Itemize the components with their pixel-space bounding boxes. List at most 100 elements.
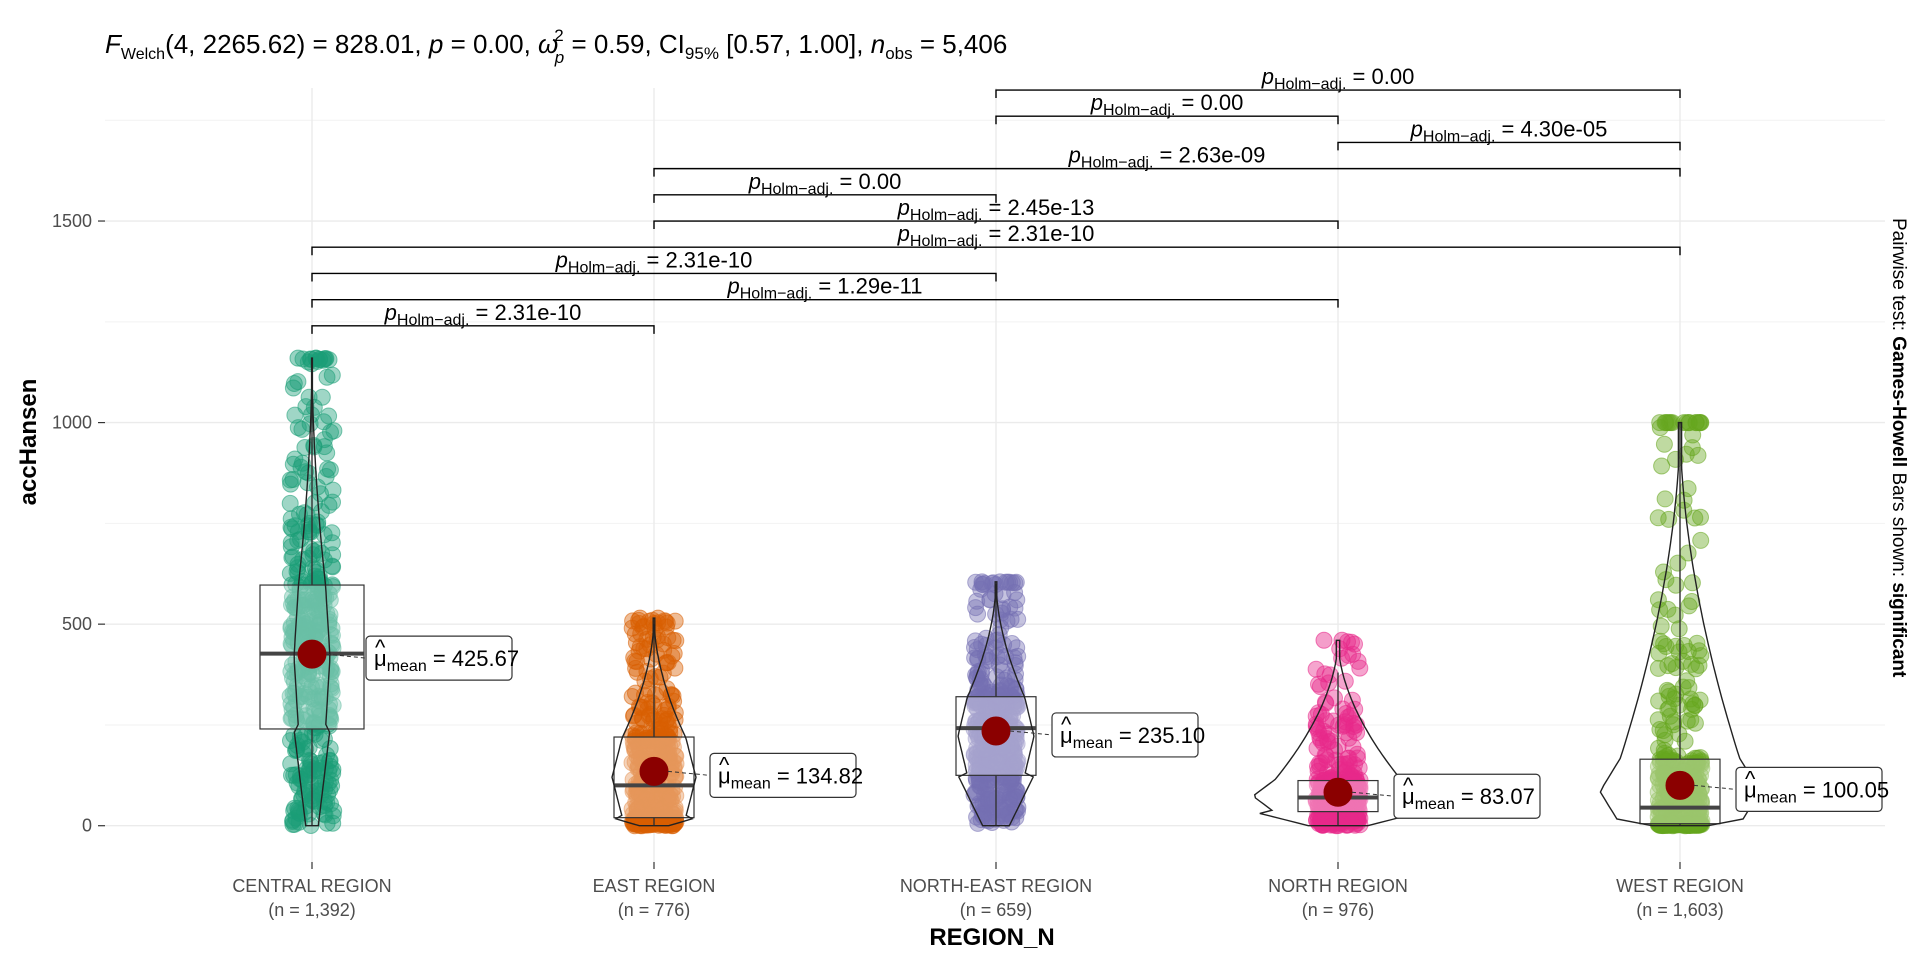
- bracket-label: pHolm−adj. = 0.00: [1090, 90, 1244, 119]
- mean-label-box: [1393, 773, 1541, 819]
- data-point: [627, 634, 645, 652]
- data-point: [282, 475, 300, 493]
- data-point: [1654, 722, 1672, 740]
- data-point: [324, 558, 342, 576]
- group-west-region: μmean = 100.05^: [1599, 414, 1889, 835]
- side-caption: Pairwise test: Games-Howell Bars shown: …: [1888, 218, 1909, 678]
- x-category-label: WEST REGION: [1616, 876, 1744, 896]
- data-point: [292, 458, 310, 476]
- x-category-count: (n = 976): [1302, 900, 1375, 920]
- data-point: [282, 538, 300, 556]
- data-point: [658, 745, 676, 763]
- data-point: [324, 493, 341, 511]
- data-point: [628, 747, 646, 765]
- data-point: [659, 629, 677, 647]
- data-point: [289, 532, 307, 549]
- data-point: [1318, 751, 1336, 769]
- bracket-label: pHolm−adj. = 1.29e-11: [726, 274, 922, 303]
- data-point: [978, 648, 996, 666]
- y-tick-label: 1500: [52, 211, 92, 231]
- data-point: [1340, 729, 1358, 747]
- data-point: [281, 494, 299, 512]
- data-point: [324, 481, 342, 499]
- data-point: [305, 713, 323, 731]
- data-point: [1008, 685, 1026, 703]
- mean-point: [639, 756, 669, 786]
- mean-hat: ^: [375, 635, 386, 660]
- data-point: [1006, 584, 1024, 601]
- y-axis: 0 500 1000 1500: [52, 211, 105, 836]
- pairwise-bracket: pHolm−adj. = 2.63e-09: [653, 143, 1681, 177]
- data-point: [320, 407, 338, 425]
- x-axis: CENTRAL REGION (n = 1,392) EAST REGION (n =…: [232, 862, 1744, 920]
- data-point: [1682, 711, 1700, 729]
- y-tick-label: 0: [82, 816, 92, 836]
- data-point: [973, 573, 991, 591]
- data-point: [305, 762, 322, 780]
- mean-label: μmean = 425.67: [374, 646, 519, 675]
- data-point: [664, 752, 682, 770]
- data-point: [1350, 802, 1368, 820]
- data-point: [998, 783, 1016, 801]
- data-point: [623, 688, 641, 705]
- x-category-count: (n = 1,603): [1636, 900, 1724, 920]
- x-axis-title: REGION_N: [929, 924, 1054, 951]
- data-point: [310, 616, 328, 634]
- mean-label-box: [709, 752, 857, 798]
- bracket-line: [1337, 141, 1681, 151]
- data-point: [1000, 771, 1017, 789]
- data-point: [1004, 707, 1022, 725]
- data-point: [300, 549, 318, 567]
- data-point: [631, 609, 649, 627]
- data-point: [1315, 631, 1333, 649]
- mean-label-leader: [1009, 730, 1053, 736]
- chart-title: FWelch(4, 2265.62) = 828.01, p = 0.00, ω…: [105, 26, 1007, 67]
- data-point: [974, 808, 992, 825]
- data-point: [306, 494, 324, 512]
- data-point: [1683, 593, 1701, 610]
- data-point: [1655, 563, 1672, 581]
- data-point: [1680, 679, 1698, 697]
- data-point: [989, 686, 1007, 704]
- data-point: [323, 777, 341, 795]
- mean-label-leader: [667, 770, 711, 776]
- data-point: [1683, 574, 1701, 592]
- pairwise-bracket: pHolm−adj. = 1.29e-11: [311, 274, 1339, 308]
- data-point: [300, 523, 318, 541]
- data-point: [284, 813, 302, 830]
- mean-label-box: [365, 635, 513, 681]
- data-point: [312, 503, 330, 521]
- data-point: [291, 581, 309, 599]
- data-point: [634, 812, 652, 829]
- bracket-line: [311, 325, 655, 334]
- data-point: [313, 774, 331, 792]
- data-point: [1692, 531, 1710, 549]
- data-point: [284, 669, 301, 687]
- data-point: [1314, 734, 1332, 752]
- data-point: [1691, 691, 1709, 709]
- data-point: [297, 463, 315, 481]
- data-point: [318, 368, 336, 386]
- bracket-label: pHolm−adj. = 2.31e-10: [897, 221, 1095, 250]
- x-category-label: EAST REGION: [593, 876, 716, 896]
- data-point: [289, 564, 307, 582]
- data-point: [324, 546, 342, 564]
- data-point: [294, 551, 312, 568]
- mean-point: [297, 639, 327, 669]
- mean-label: μmean = 83.07: [1402, 784, 1535, 813]
- mean-hat: ^: [1061, 712, 1072, 737]
- data-point: [1323, 810, 1341, 828]
- data-point: [1649, 591, 1667, 609]
- bracket-label: pHolm−adj. = 2.31e-10: [384, 300, 582, 329]
- mean-hat: ^: [1403, 773, 1414, 798]
- data-point: [1683, 439, 1701, 457]
- data-point: [1349, 652, 1367, 670]
- violin-outline: [611, 617, 697, 827]
- data-point: [651, 811, 669, 829]
- data-point: [991, 573, 1009, 591]
- data-point: [976, 740, 994, 758]
- data-point: [282, 695, 300, 713]
- data-point: [317, 468, 335, 485]
- group-east-region: μmean = 134.82^: [611, 609, 863, 835]
- data-point: [1657, 414, 1675, 432]
